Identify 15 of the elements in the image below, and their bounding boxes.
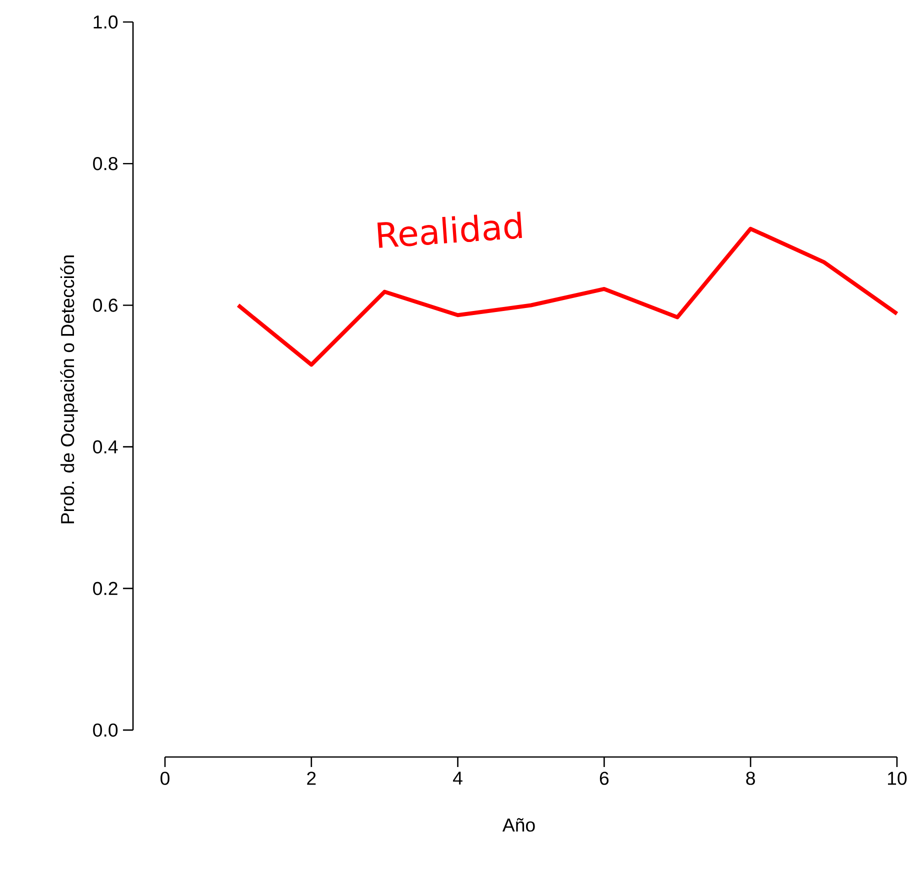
x-tick-label: 2: [307, 772, 316, 785]
y-tick-label: 0.8: [93, 156, 118, 170]
y-tick-label: 1.0: [94, 15, 118, 29]
x-tick-label: 8: [746, 772, 755, 785]
x-tick-label: 4: [453, 772, 462, 785]
x-tick-label: 6: [600, 772, 609, 785]
x-tick-label: 0: [160, 772, 170, 785]
y-tick-label: 0.0: [93, 723, 118, 737]
y-tick-label: 0.6: [93, 298, 118, 312]
annotation: Realidad: [377, 212, 522, 248]
y-tick-label: 0.4: [93, 440, 118, 454]
x-axis-title: Año: [502, 818, 535, 832]
y-axis-title: Prob. de Ocupación o Detección: [60, 256, 78, 524]
x-tick-label: 10: [888, 772, 907, 785]
y-tick-label: 0.2: [93, 582, 118, 596]
